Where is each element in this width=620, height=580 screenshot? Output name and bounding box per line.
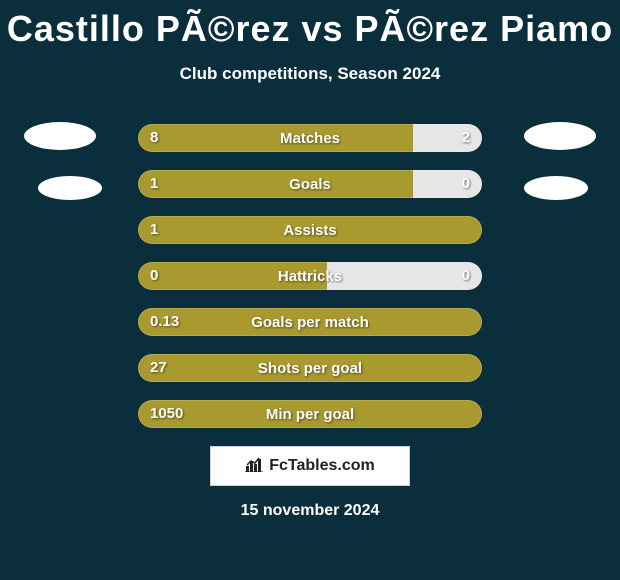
player-right-badges bbox=[524, 122, 596, 200]
brand-text: FcTables.com bbox=[269, 457, 375, 475]
page-title: Castillo PÃ©rez vs PÃ©rez Piamo bbox=[0, 0, 620, 50]
stat-row: 27Shots per goal bbox=[138, 354, 482, 382]
stat-label: Assists bbox=[138, 222, 482, 239]
stat-row: 1050Min per goal bbox=[138, 400, 482, 428]
stat-row: 1Assists bbox=[138, 216, 482, 244]
chart-icon bbox=[245, 456, 263, 477]
stat-row: 0.13Goals per match bbox=[138, 308, 482, 336]
brand-box: FcTables.com bbox=[210, 446, 410, 486]
ellipse-icon bbox=[524, 122, 596, 150]
stat-label: Min per goal bbox=[138, 406, 482, 423]
stat-label: Goals bbox=[138, 176, 482, 193]
stat-row: 00Hattricks bbox=[138, 262, 482, 290]
stat-row: 82Matches bbox=[138, 124, 482, 152]
date-label: 15 november 2024 bbox=[0, 502, 620, 520]
ellipse-icon bbox=[38, 176, 102, 200]
stat-label: Goals per match bbox=[138, 314, 482, 331]
stat-row: 10Goals bbox=[138, 170, 482, 198]
stat-label: Matches bbox=[138, 130, 482, 147]
stat-label: Shots per goal bbox=[138, 360, 482, 377]
stat-label: Hattricks bbox=[138, 268, 482, 285]
ellipse-icon bbox=[524, 176, 588, 200]
stats-container: 82Matches 10Goals 1Assists 00Hattricks 0.13G… bbox=[138, 124, 482, 446]
subtitle: Club competitions, Season 2024 bbox=[0, 64, 620, 84]
player-left-badges bbox=[24, 122, 102, 200]
ellipse-icon bbox=[24, 122, 96, 150]
